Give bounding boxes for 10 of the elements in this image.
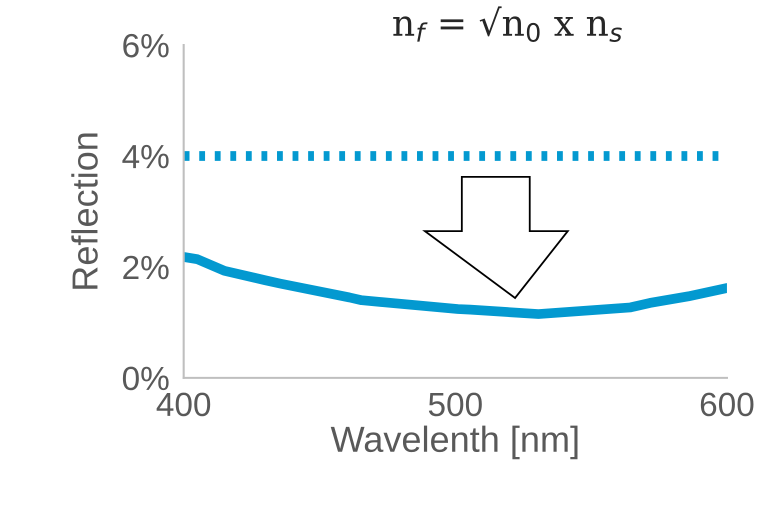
- x-axis-title: Wavelenth [nm]: [330, 426, 578, 460]
- x-tick-label: 400: [156, 392, 210, 416]
- x-tick-label: 600: [700, 392, 754, 416]
- x-tick-label: 500: [428, 392, 482, 416]
- y-axis-title: Reflection: [71, 134, 98, 289]
- text: n$_{f}$ = √n$_{0}$ x n$_{s}$: [393, 6, 622, 42]
- y-tick-label: 0%: [122, 366, 169, 390]
- y-tick-label: 4%: [122, 144, 169, 168]
- y-tick-label: 2%: [123, 256, 169, 280]
- y-tick-label: 6%: [123, 34, 169, 58]
